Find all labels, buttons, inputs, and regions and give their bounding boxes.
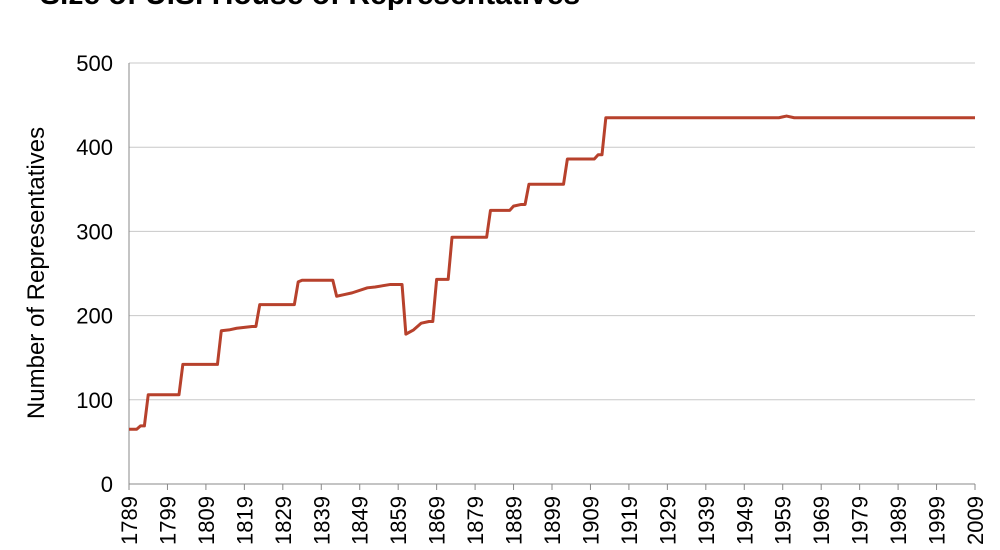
x-tick-label: 1959 [771,496,796,545]
x-tick-label: 1949 [732,496,757,545]
y-axis-label: Number of Representatives [23,127,50,419]
x-tick-label: 1899 [540,496,565,545]
x-tick-label: 1969 [809,496,834,545]
x-tick-label: 1889 [502,496,527,545]
data-line [129,114,975,431]
x-tick-label: 1809 [194,496,219,545]
x-tick-label: 1879 [463,496,488,545]
y-tick-label: 100 [76,388,113,413]
x-tick-label: 1939 [694,496,719,545]
x-tick-label: 1909 [578,496,603,545]
x-tick-label: 1839 [309,496,334,545]
y-tick-label: 200 [76,304,113,329]
x-tick-label: 1989 [886,496,911,545]
x-tick-label: 1999 [925,496,950,545]
x-tick-label: 2009 [963,496,988,545]
chart-title: Size of U.S. House of Representatives [40,0,580,11]
x-tick-label: 1979 [848,496,873,545]
x-tick-label: 1829 [271,496,296,545]
y-tick-label: 0 [101,472,113,497]
x-tick-label: 1859 [386,496,411,545]
x-tick-label: 1799 [155,496,180,545]
x-tick-label: 1919 [617,496,642,545]
x-tick-label: 1849 [348,496,373,545]
x-tick-label: 1789 [117,496,142,545]
x-tick-label: 1819 [232,496,257,545]
x-tick-label: 1929 [655,496,680,545]
x-tick-label: 1869 [425,496,450,545]
y-tick-label: 400 [76,135,113,160]
y-tick-label: 300 [76,219,113,244]
y-tick-label: 500 [76,51,113,76]
